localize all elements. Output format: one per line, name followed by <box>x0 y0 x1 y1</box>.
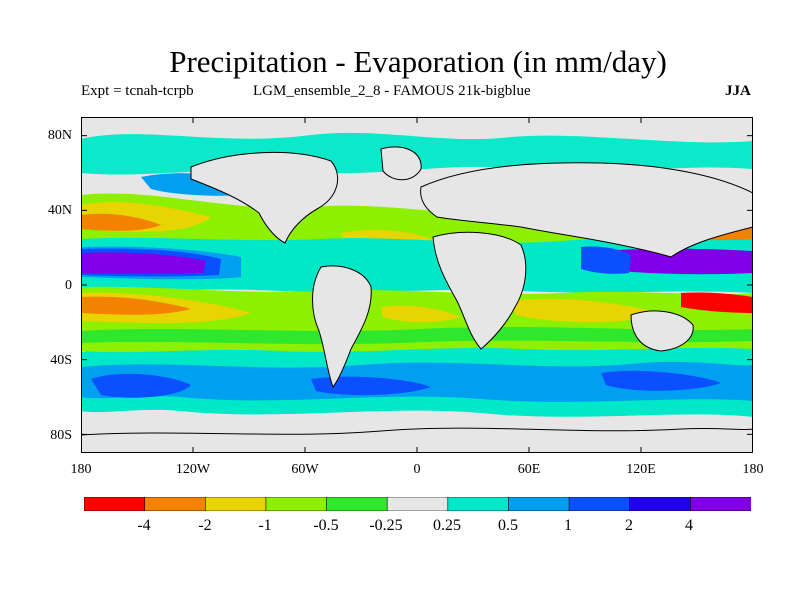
lon-label-120e: 120E <box>626 462 656 477</box>
map-ticks <box>81 117 753 453</box>
colorbar-label: -4 <box>137 517 151 534</box>
lon-label-180e: 180 <box>742 462 764 477</box>
continents <box>81 146 753 453</box>
continent-greenland <box>380 146 422 181</box>
lat-label-40n: 40N <box>47 203 72 218</box>
colorbar-swatch <box>265 497 328 511</box>
field-patch-s-pacific-orange <box>81 296 191 315</box>
colorbar-swatch <box>568 497 631 511</box>
lat-label-80n: 80N <box>47 128 72 143</box>
field-band-south-blue <box>81 361 753 402</box>
continent-south-america <box>312 265 372 389</box>
lon-label-120w: 120W <box>175 462 211 477</box>
field-patch-south-darkblue-1 <box>91 373 191 398</box>
continent-australia <box>630 310 694 352</box>
lat-label-40s: 40S <box>50 353 72 368</box>
field-patch-indian-yellow <box>511 298 661 323</box>
colorbar-swatch <box>447 497 510 511</box>
lon-label-60e: 60E <box>517 462 541 477</box>
colorbar-swatch <box>204 497 267 511</box>
colorbar-label: 0.25 <box>433 517 461 534</box>
colorbar-swatch <box>386 497 449 511</box>
colorbar-label: 4 <box>685 517 693 534</box>
colorbar-label: 2 <box>625 517 633 534</box>
lat-label-80s: 80S <box>50 428 72 443</box>
field-patch-e-itcz-darkblue <box>581 246 631 274</box>
colorbar-label: -1 <box>258 517 272 534</box>
colorbar-swatch <box>84 497 146 511</box>
field-patch-s-atlantic-yellow <box>381 305 461 323</box>
continent-antarctica <box>81 427 753 453</box>
lon-label-0: 0 <box>413 462 421 477</box>
field-patch-south-darkblue-2 <box>311 376 431 396</box>
continent-europe-asia <box>420 162 753 258</box>
colorbar-swatch <box>629 497 691 511</box>
colorbar-label: -2 <box>198 517 212 534</box>
lat-label-0: 0 <box>65 278 72 293</box>
continent-africa <box>432 231 527 350</box>
field-band-itcz-purple <box>81 252 206 274</box>
run-label: LGM_ensemble_2_8 - FAMOUS 21k-bigblue <box>253 83 531 99</box>
colorbar-label: 0.5 <box>498 517 518 534</box>
continent-north-america <box>190 151 339 244</box>
field-patch-e-pacific-red <box>681 292 753 313</box>
colorbar-swatch <box>326 497 388 511</box>
field-patch-south-darkblue-3 <box>601 370 721 391</box>
field-patch-e-itcz-purple <box>601 248 753 275</box>
colorbar-label: 1 <box>564 517 572 534</box>
lon-label-180w: 180 <box>70 462 92 477</box>
pe-map <box>81 117 753 453</box>
experiment-label: Expt = tcnah-tcrpb <box>81 83 194 99</box>
colorbar-label: -0.5 <box>313 517 339 534</box>
field-patch-n-pacific-orange <box>81 213 161 231</box>
colorbar <box>84 497 751 511</box>
colorbar-swatch <box>144 497 206 511</box>
field-patch-s-green-strip <box>81 327 753 345</box>
colorbar-swatch <box>690 497 751 511</box>
colorbar-swatch <box>508 497 570 511</box>
season-label: JJA <box>725 83 751 99</box>
map-title: Precipitation - Evaporation (in mm/day) <box>169 44 667 79</box>
colorbar-label: -0.25 <box>369 517 403 534</box>
lon-label-60w: 60W <box>291 462 319 477</box>
